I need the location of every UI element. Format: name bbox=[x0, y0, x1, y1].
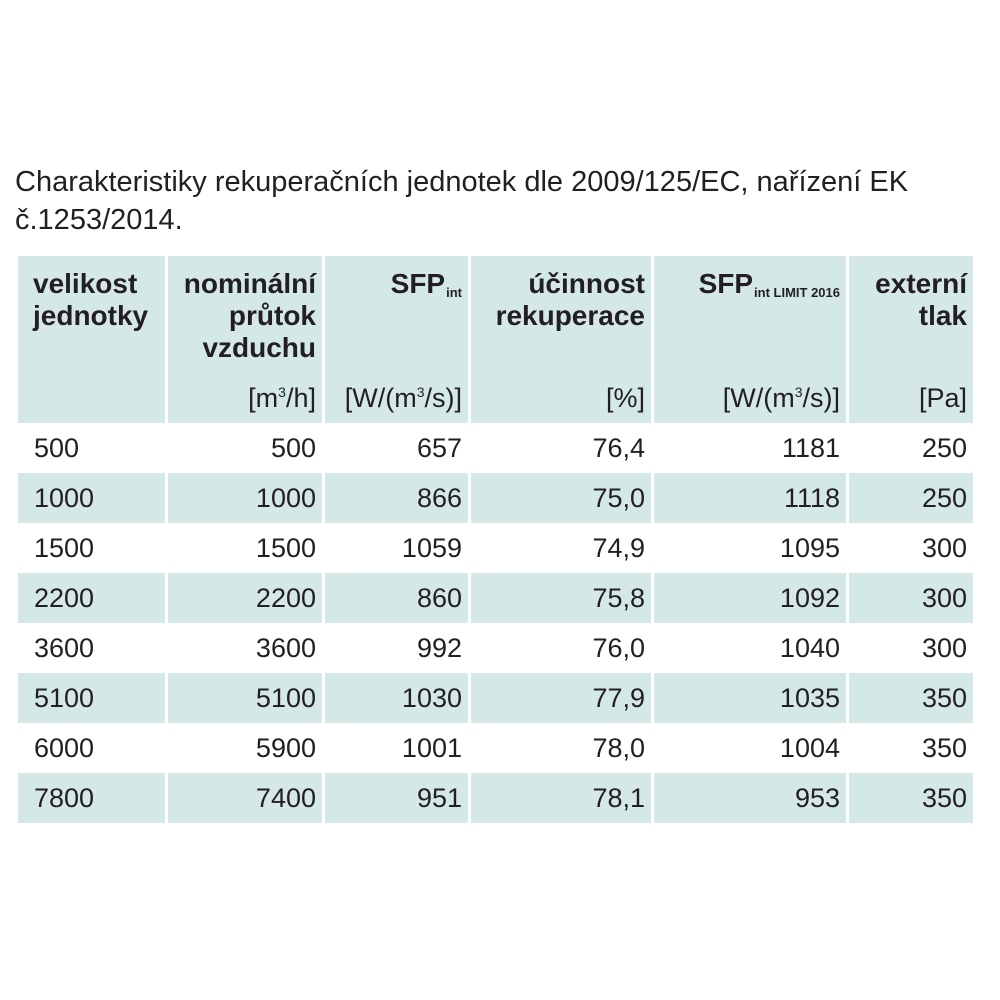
table-cell: 5100 bbox=[168, 673, 322, 723]
table-cell: 953 bbox=[654, 773, 846, 823]
table-cell: 992 bbox=[416, 633, 462, 663]
table-cell: 1035 bbox=[654, 673, 846, 723]
table-body: 500 500 657 76,4 1181 250 1000 1000 866 75,0 1118 2… bbox=[18, 423, 973, 823]
table-caption: Charakteristiky rekuperačních jednotek d… bbox=[15, 166, 909, 236]
table-cell: 6000 bbox=[34, 733, 95, 763]
header-sfp-int: SFPint [W/(m3/s)] bbox=[325, 256, 468, 423]
table-cell: 1092 bbox=[654, 573, 846, 623]
header-unit-size-line2: jednotky bbox=[33, 300, 149, 331]
header-nominal-airflow: nominální průtok vzduchu [m3/h] bbox=[168, 256, 322, 423]
table-row: 1000 1000 866 75,0 1118 250 bbox=[18, 473, 973, 523]
table-cell: 500 bbox=[270, 433, 316, 463]
table-cell: 860 bbox=[325, 573, 468, 623]
table-cell: 350 bbox=[849, 673, 973, 723]
header-sfp-limit-unit: [W/(m3/s)] bbox=[722, 383, 840, 413]
table-cell: 350 bbox=[921, 733, 967, 763]
table-cell: 77,9 bbox=[471, 673, 651, 723]
header-external-pressure: externí tlak [Pa] bbox=[849, 256, 973, 423]
table-row: 5100 5100 1030 77,9 1035 350 bbox=[18, 673, 973, 723]
header-unit-size-line1: velikost bbox=[33, 268, 138, 299]
table-cell: 75,8 bbox=[471, 573, 651, 623]
header-nominal-airflow-unit: [m3/h] bbox=[248, 383, 316, 413]
header-nominal-airflow-line3: vzduchu bbox=[202, 332, 316, 363]
table-cell: 951 bbox=[325, 773, 468, 823]
table-cell: 5100 bbox=[18, 673, 165, 723]
table-cell: 657 bbox=[416, 433, 462, 463]
table-cell: 1181 bbox=[781, 433, 840, 463]
header-external-pressure-line2: tlak bbox=[918, 300, 967, 331]
table-cell: 1000 bbox=[168, 473, 322, 523]
table-cell: 300 bbox=[849, 573, 973, 623]
table-cell: 1500 bbox=[34, 533, 95, 563]
table-row: 2200 2200 860 75,8 1092 300 bbox=[18, 573, 973, 623]
table-header-row: velikost jednotky nominální průtok vzduc… bbox=[18, 256, 973, 423]
table-cell: 1040 bbox=[779, 633, 840, 663]
header-recovery-efficiency-line2: rekuperace bbox=[495, 300, 645, 331]
header-sfp-limit: SFPint LIMIT 2016 [W/(m3/s)] bbox=[654, 256, 846, 423]
table-cell: 250 bbox=[849, 473, 973, 523]
header-recovery-efficiency-line1: účinnost bbox=[528, 268, 645, 299]
table-row: 3600 3600 992 76,0 1040 300 bbox=[18, 623, 973, 673]
table-cell: 76,4 bbox=[592, 433, 645, 463]
table-cell: 2200 bbox=[18, 573, 165, 623]
table-cell: 1500 bbox=[255, 533, 316, 563]
table-cell: 5900 bbox=[255, 733, 316, 763]
table-cell: 7400 bbox=[168, 773, 322, 823]
table-cell: 1118 bbox=[654, 473, 846, 523]
table-cell: 2200 bbox=[168, 573, 322, 623]
header-external-pressure-line1: externí bbox=[875, 268, 967, 299]
table-cell: 250 bbox=[921, 433, 967, 463]
table-cell: 1030 bbox=[325, 673, 468, 723]
header-external-pressure-unit: [Pa] bbox=[918, 383, 967, 413]
table-cell: 76,0 bbox=[592, 633, 645, 663]
table-row: 1500 1500 1059 74,9 1095 300 bbox=[18, 523, 973, 573]
table-cell: 3600 bbox=[255, 633, 316, 663]
header-recovery-efficiency-unit: [%] bbox=[605, 383, 645, 413]
header-sfp-int-unit: [W/(m3/s)] bbox=[344, 383, 462, 413]
header-unit-size: velikost jednotky bbox=[18, 256, 165, 423]
table-cell: 1001 bbox=[401, 733, 462, 763]
table-cell: 3600 bbox=[34, 633, 95, 663]
table-cell: 7800 bbox=[18, 773, 165, 823]
table-cell: 300 bbox=[921, 533, 967, 563]
unit-characteristics-table: velikost jednotky nominální průtok vzduc… bbox=[15, 256, 976, 823]
table-cell: 1004 bbox=[779, 733, 840, 763]
header-recovery-efficiency: účinnost rekuperace [%] bbox=[471, 256, 651, 423]
table-cell: 500 bbox=[34, 433, 80, 463]
table-cell: 1059 bbox=[401, 533, 462, 563]
table-cell: 78,0 bbox=[592, 733, 645, 763]
table-row: 500 500 657 76,4 1181 250 bbox=[18, 423, 973, 473]
header-sfp-int-title: SFPint bbox=[390, 268, 462, 300]
table-cell: 350 bbox=[849, 773, 973, 823]
table-cell: 75,0 bbox=[471, 473, 651, 523]
table-cell: 300 bbox=[921, 633, 967, 663]
table-cell: 866 bbox=[325, 473, 468, 523]
table-cell: 78,1 bbox=[471, 773, 651, 823]
table-cell: 1095 bbox=[779, 533, 840, 563]
header-nominal-airflow-line1: nominální bbox=[183, 268, 316, 299]
header-nominal-airflow-line2: průtok bbox=[228, 300, 316, 331]
table-row: 6000 5900 1001 78,0 1004 350 bbox=[18, 723, 973, 773]
header-sfp-limit-title: SFPint LIMIT 2016 bbox=[698, 268, 840, 300]
table-cell: 74,9 bbox=[592, 533, 645, 563]
table-cell: 1000 bbox=[18, 473, 165, 523]
table-row: 7800 7400 951 78,1 953 350 bbox=[18, 773, 973, 823]
